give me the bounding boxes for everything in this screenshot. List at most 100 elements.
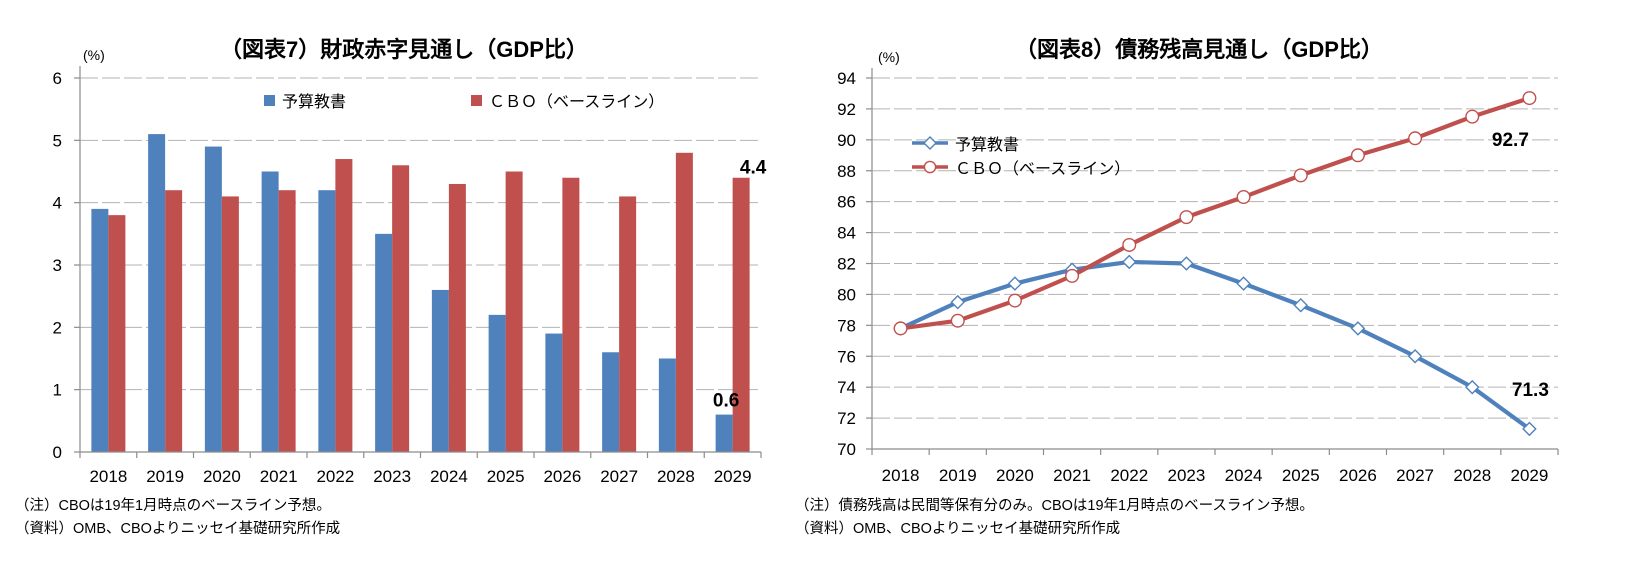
x-tick-label: 2026 [543, 467, 581, 486]
x-tick-label: 2028 [657, 467, 695, 486]
legend-label-cbo-line: ＣＢＯ（ベースライン） [955, 161, 1131, 178]
x-tick-label: 2027 [1396, 466, 1434, 485]
gridlines [872, 77, 1558, 419]
legend-label-cbo: ＣＢＯ（ベースライン） [489, 94, 665, 111]
chart2-y-axis-unit: (%) [878, 49, 900, 65]
y-tick-label: 6 [53, 69, 62, 88]
y-tick-label: 94 [837, 69, 856, 88]
x-tick-label: 2022 [1110, 466, 1148, 485]
circle-marker-icon [1007, 293, 1022, 308]
bar [108, 215, 126, 452]
bar [505, 171, 523, 452]
diamond-marker-icon [1522, 421, 1537, 437]
y-tick-label: 0 [53, 443, 62, 462]
x-tick-label: 2024 [1225, 466, 1263, 485]
x-tick-label: 2019 [146, 467, 184, 486]
bar [545, 333, 563, 452]
diamond-marker-icon [950, 294, 966, 310]
circle-marker-icon [1293, 168, 1308, 183]
deficit-plot-area: 0 1 2 3 4 5 6 2018 2019 2020 2021 2022 2023 2024 2025 2… [53, 66, 767, 486]
x-tick-label: 2018 [89, 467, 127, 486]
bar [335, 159, 353, 453]
circle-marker-icon [1179, 210, 1194, 225]
bar [431, 289, 449, 452]
x-tick-label: 2028 [1453, 466, 1491, 485]
bar [91, 208, 109, 452]
bar [715, 414, 733, 452]
bar [165, 190, 183, 452]
gridlines [80, 77, 761, 391]
y-tick-label: 2 [53, 318, 62, 337]
line-series-0 [893, 254, 1537, 437]
bar [562, 177, 580, 452]
circle-marker-icon [1408, 131, 1423, 146]
legend-item-cbo: ＣＢＯ（ベースライン） [471, 91, 665, 111]
diamond-marker-icon [1236, 276, 1251, 291]
x-tick-label: 2025 [1282, 466, 1320, 485]
y-tick-label: 78 [837, 316, 856, 335]
circle-marker-icon [893, 321, 908, 336]
y-tick-label: 88 [837, 162, 856, 181]
x-tick-label: 2021 [260, 467, 298, 486]
budget-line-marker-icon [912, 135, 948, 151]
diamond-marker-icon [1350, 321, 1366, 336]
x-tick-label: 2023 [373, 467, 411, 486]
axes [74, 66, 762, 458]
y-tick-label: 82 [837, 255, 856, 274]
bar [278, 190, 296, 452]
bar [375, 233, 393, 452]
chart1-title: （図表7）財政赤字見通し（GDP比） [220, 37, 588, 62]
data-label: 71.3 [1512, 380, 1549, 401]
circle-marker-icon [1236, 190, 1251, 205]
bar [602, 352, 620, 452]
x-tick-label: 2024 [430, 467, 468, 486]
circle-marker-icon [1522, 91, 1537, 106]
diamond-marker-icon [1007, 276, 1023, 291]
line-series-1 [893, 91, 1537, 336]
bar [488, 314, 506, 452]
y-tick-label: 4 [53, 194, 62, 213]
chart1-y-axis-unit: (%) [83, 47, 105, 63]
circle-marker-icon [1465, 109, 1480, 124]
bar [392, 165, 410, 452]
bar [448, 183, 466, 452]
chart2-source: （資料）OMB、CBOよりニッセイ基礎研究所作成 [795, 521, 1121, 537]
diamond-marker-icon [1407, 348, 1423, 364]
x-tick-label: 2018 [882, 466, 920, 485]
x-tick-label: 2025 [487, 467, 525, 486]
bar [658, 358, 676, 452]
y-tick-label: 80 [837, 285, 856, 304]
y-tick-label: 5 [53, 131, 62, 150]
y-tick-label: 1 [53, 381, 62, 400]
x-tick-label: 2029 [714, 467, 752, 486]
legend-label-budget-line: 予算教書 [955, 137, 1020, 154]
debt-line-chart: 70 72 74 76 78 80 82 84 86 88 90 92 94 2018 2019 2020 20… [790, 0, 1625, 585]
y-tick-label: 90 [837, 131, 856, 150]
x-tick-label: 2029 [1511, 466, 1549, 485]
diamond-marker-icon [1464, 379, 1480, 395]
x-tick-label: 2019 [939, 466, 977, 485]
bar [619, 196, 637, 452]
circle-marker-icon [1122, 237, 1137, 252]
data-label: 92.7 [1492, 130, 1529, 151]
x-tick-label: 2023 [1168, 466, 1206, 485]
diamond-marker-icon [1179, 256, 1194, 271]
y-tick-label: 3 [53, 256, 62, 275]
x-tick-label: 2020 [203, 467, 241, 486]
chart1-note: （注）CBOは19年1月時点のベースライン予想。 [15, 498, 331, 514]
axes [866, 68, 1559, 455]
y-tick-label: 70 [837, 440, 856, 459]
y-tick-label: 92 [837, 100, 856, 119]
bar [261, 171, 279, 452]
bar [221, 196, 239, 452]
bar [675, 152, 693, 453]
bar-series-1 [108, 152, 750, 453]
deficit-bar-chart: 0 1 2 3 4 5 6 2018 2019 2020 2021 2022 2023 2024 2025 2… [0, 0, 790, 585]
cbo-line-marker-icon [912, 159, 948, 175]
budget-series-swatch-icon [264, 94, 275, 106]
axis-labels: 70 72 74 76 78 80 82 84 86 88 90 92 94 2018 2019 2020 20… [837, 69, 1549, 485]
chart2-note: （注）債務残高は民間等保有分のみ。CBOは19年1月時点のベースライン予想。 [795, 498, 1314, 514]
diamond-marker-icon [1121, 254, 1137, 270]
legend-label-budget: 予算教書 [282, 94, 347, 111]
